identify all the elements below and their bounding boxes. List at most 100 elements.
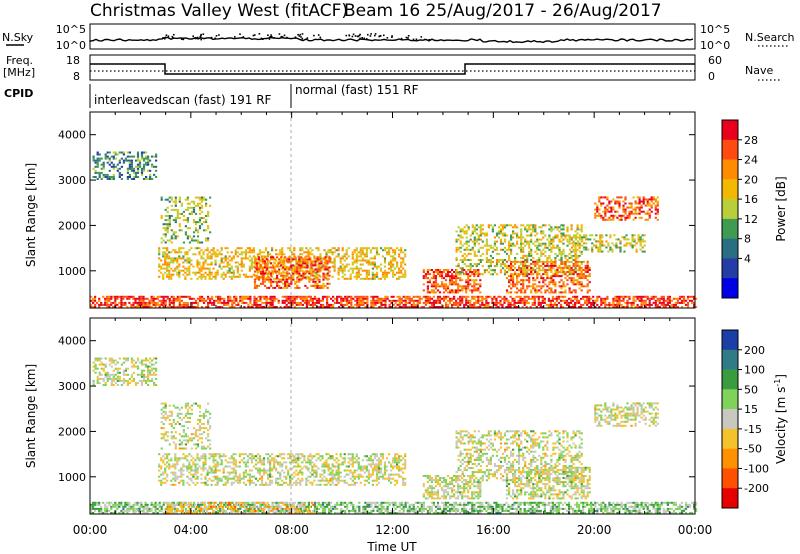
power-cell (525, 301, 528, 304)
power-cell (356, 297, 359, 300)
power-cell (206, 247, 209, 250)
power-cell (624, 208, 627, 211)
power-cell (467, 252, 470, 255)
power-cell (586, 295, 589, 298)
power-cell (270, 272, 273, 275)
velocity-cell (124, 373, 127, 376)
power-cell (162, 251, 165, 254)
power-cell (428, 299, 431, 302)
power-cell (560, 291, 563, 294)
power-cell (436, 283, 440, 286)
power-cell (250, 257, 253, 260)
velocity-cell (170, 412, 173, 415)
power-cell (638, 196, 641, 199)
velocity-cell (140, 375, 144, 378)
power-cell (194, 204, 198, 207)
power-cell (176, 271, 179, 274)
power-cell (277, 253, 280, 256)
power-cell (172, 257, 175, 260)
velocity-cell (162, 410, 165, 413)
power-cell (526, 287, 529, 290)
power-cell (290, 276, 293, 279)
power-cell (457, 306, 460, 308)
power-cell (366, 297, 369, 300)
power-cell (626, 303, 629, 306)
power-cell (514, 285, 517, 288)
power-cell (319, 306, 323, 308)
velocity-cell (108, 377, 111, 380)
power-cell (643, 240, 646, 243)
power-cell (570, 261, 573, 263)
power-cell (670, 303, 673, 306)
power-cell (560, 254, 563, 257)
power-cell (104, 153, 107, 156)
power-cell (436, 299, 440, 302)
power-cell (457, 289, 460, 292)
power-cell (650, 303, 653, 306)
power-cell (440, 303, 444, 306)
power-cell (184, 275, 187, 278)
velocity-cell (168, 443, 171, 446)
nsky-dot (317, 34, 320, 36)
power-cell (166, 225, 169, 228)
power-cell (534, 230, 537, 233)
power-cell (465, 224, 468, 227)
power-cell (578, 275, 581, 278)
power-cell (459, 228, 462, 231)
power-cell (288, 260, 291, 263)
power-cell (158, 249, 161, 252)
power-cell (142, 295, 145, 298)
power-cell (630, 206, 633, 209)
power-cell (584, 264, 587, 267)
power-cell (156, 301, 159, 304)
power-cell (158, 306, 161, 308)
power-cell (214, 261, 217, 264)
velocity-cell (180, 412, 183, 415)
velocity-cell (207, 435, 210, 438)
power-cell (149, 176, 152, 178)
power-cell (591, 248, 594, 251)
power-cell (557, 295, 561, 298)
power-cell (280, 278, 283, 281)
power-cell (630, 204, 633, 207)
power-cell (641, 250, 644, 253)
power-cell (594, 301, 597, 304)
power-cell (624, 196, 627, 199)
power-cell (601, 240, 604, 243)
power-cell (192, 301, 196, 304)
power-cell (276, 276, 279, 279)
power-cell (522, 260, 525, 263)
power-cell (646, 202, 649, 205)
power-cell (483, 234, 486, 237)
power-cell (570, 279, 573, 282)
power-cell (642, 299, 645, 302)
power-cell (512, 277, 515, 280)
velocity-cell (174, 406, 177, 409)
power-cell (449, 301, 452, 304)
power-cell (172, 273, 175, 276)
power-cell (691, 301, 694, 304)
power-cell (554, 234, 557, 237)
power-cell (426, 277, 429, 280)
power-cell (576, 269, 579, 272)
power-cell (604, 306, 607, 308)
power-cell (471, 279, 474, 282)
velocity-cell (168, 467, 171, 470)
power-cell (562, 269, 565, 272)
velocity-cell (96, 359, 99, 362)
velocity-cell (94, 357, 97, 360)
power-cell (259, 260, 263, 263)
power-cell (485, 252, 488, 255)
power-cell (307, 299, 310, 302)
power-cell (198, 202, 202, 205)
power-cell (440, 297, 444, 300)
power-cell (190, 303, 193, 306)
velocity-cell (178, 447, 181, 450)
power-cell (208, 267, 211, 270)
power-cell (519, 295, 522, 298)
power-cell (650, 295, 653, 298)
power-cell (350, 299, 353, 302)
power-cell (432, 273, 435, 276)
power-cell (318, 266, 321, 269)
power-cell (270, 282, 273, 285)
